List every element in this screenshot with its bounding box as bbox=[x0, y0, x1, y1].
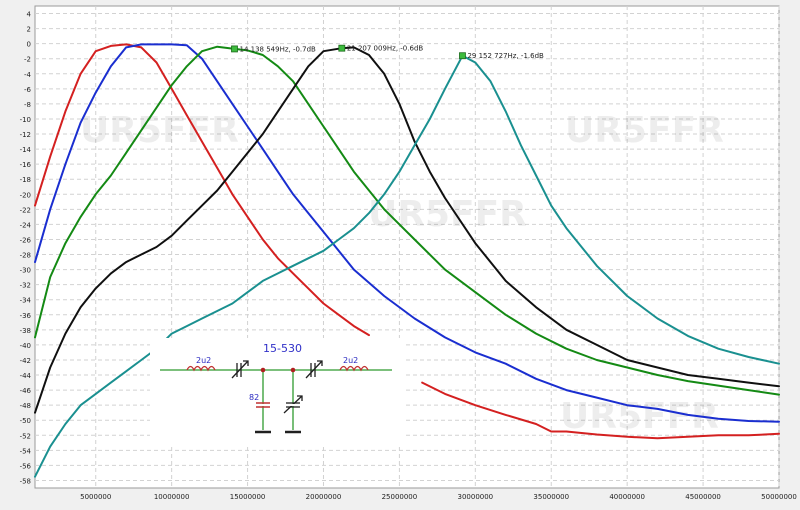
watermark-text: UR5FFR bbox=[565, 110, 724, 151]
y-tick-label: -28 bbox=[20, 252, 31, 260]
y-tick-label: -46 bbox=[20, 387, 32, 395]
x-tick-label: 30000000 bbox=[458, 493, 494, 501]
marker-point bbox=[338, 44, 346, 52]
series-line-5 bbox=[34, 46, 780, 414]
series-line-2 bbox=[421, 381, 780, 440]
y-tick-label: -36 bbox=[20, 312, 32, 320]
x-tick-label: 15000000 bbox=[230, 493, 266, 501]
x-tick-label: 10000000 bbox=[154, 493, 190, 501]
capacitor-gap bbox=[260, 404, 266, 406]
watermark-text: UR5FFR bbox=[80, 110, 239, 151]
inductor-left-label: 2u2 bbox=[196, 356, 211, 365]
marker-label: 14 138 549Hz, -0.7dB bbox=[239, 45, 316, 53]
schematic-title: 15-530 bbox=[263, 342, 302, 355]
marker-point bbox=[459, 52, 466, 60]
marker-point bbox=[231, 45, 238, 53]
junction-right bbox=[290, 367, 296, 373]
series-line-4 bbox=[34, 45, 780, 396]
x-tick-label: 45000000 bbox=[685, 493, 721, 501]
y-tick-label: -14 bbox=[20, 146, 32, 154]
y-tick-label: -6 bbox=[24, 86, 32, 94]
y-tick-label: -8 bbox=[24, 101, 31, 109]
shunt-gap bbox=[290, 404, 296, 406]
y-tick-label: -58 bbox=[20, 477, 31, 485]
inductor-right-icon bbox=[339, 365, 369, 372]
x-tick-label: 20000000 bbox=[306, 493, 342, 501]
junction-left bbox=[260, 367, 266, 373]
watermark-text: UR5FFR bbox=[560, 396, 719, 437]
x-tick-label: 40000000 bbox=[609, 493, 645, 501]
y-tick-label: -32 bbox=[20, 282, 31, 290]
marker-label: 21 207 009Hz, -0.6dB bbox=[347, 45, 424, 53]
y-tick-label: 0 bbox=[27, 41, 31, 49]
series-line-3 bbox=[34, 43, 780, 423]
y-tick-label: -16 bbox=[20, 161, 32, 169]
series-lines bbox=[34, 43, 780, 478]
x-tick-label: 5000000 bbox=[80, 493, 111, 501]
grid bbox=[35, 6, 780, 488]
y-tick-label: -48 bbox=[20, 402, 31, 410]
y-tick-label: -4 bbox=[24, 71, 32, 79]
y-tick-label: -26 bbox=[20, 236, 32, 244]
inductor-right-label: 2u2 bbox=[343, 356, 358, 365]
capacitor-label: 82 bbox=[249, 393, 259, 402]
y-tick-label: -52 bbox=[20, 432, 31, 440]
y-tick-label: -42 bbox=[20, 357, 31, 365]
y-tick-label: -12 bbox=[20, 131, 31, 139]
markers: 14 138 549Hz, -0.7dB 21 207 009Hz, -0.6dB… bbox=[231, 44, 544, 60]
y-tick-label: -34 bbox=[20, 297, 32, 305]
y-tick-label: -44 bbox=[20, 372, 32, 380]
y-tick-label: 2 bbox=[27, 26, 31, 34]
series-line-6 bbox=[34, 54, 780, 478]
y-tick-label: -50 bbox=[20, 417, 31, 425]
series-line-1 bbox=[34, 43, 370, 337]
y-tick-label: -20 bbox=[20, 191, 31, 199]
y-tick-label: -18 bbox=[20, 176, 31, 184]
y-tick-label: -30 bbox=[20, 267, 31, 275]
y-tick-label: -40 bbox=[20, 342, 31, 350]
marker-label: 29 152 727Hz, -1.6dB bbox=[467, 52, 544, 60]
schematic-background bbox=[150, 338, 405, 446]
filter-schematic: 15-530 2u2 2u2 bbox=[150, 338, 405, 446]
variable-capacitor-left-icon bbox=[231, 360, 249, 379]
inductor-left-icon bbox=[186, 365, 216, 372]
y-tick-label: -22 bbox=[20, 206, 31, 214]
variable-capacitor-right-icon bbox=[305, 360, 323, 379]
axis-ticks: 4 2 0 -2 -4 -6 -8 -10 -12 -14 -16 -18 -20 -22 -24 -26 -2… bbox=[20, 11, 797, 501]
y-tick-label: -24 bbox=[20, 221, 32, 229]
x-tick-label: 25000000 bbox=[382, 493, 418, 501]
y-tick-label: 4 bbox=[27, 11, 32, 19]
fixed-capacitor-icon bbox=[256, 402, 270, 408]
y-tick-label: -2 bbox=[24, 56, 31, 64]
y-tick-label: -38 bbox=[20, 327, 31, 335]
x-tick-label: 50000000 bbox=[761, 493, 797, 501]
x-tick-label: 35000000 bbox=[533, 493, 569, 501]
y-tick-label: -10 bbox=[20, 116, 31, 124]
y-tick-label: -54 bbox=[20, 447, 32, 455]
y-tick-label: -56 bbox=[20, 462, 32, 470]
